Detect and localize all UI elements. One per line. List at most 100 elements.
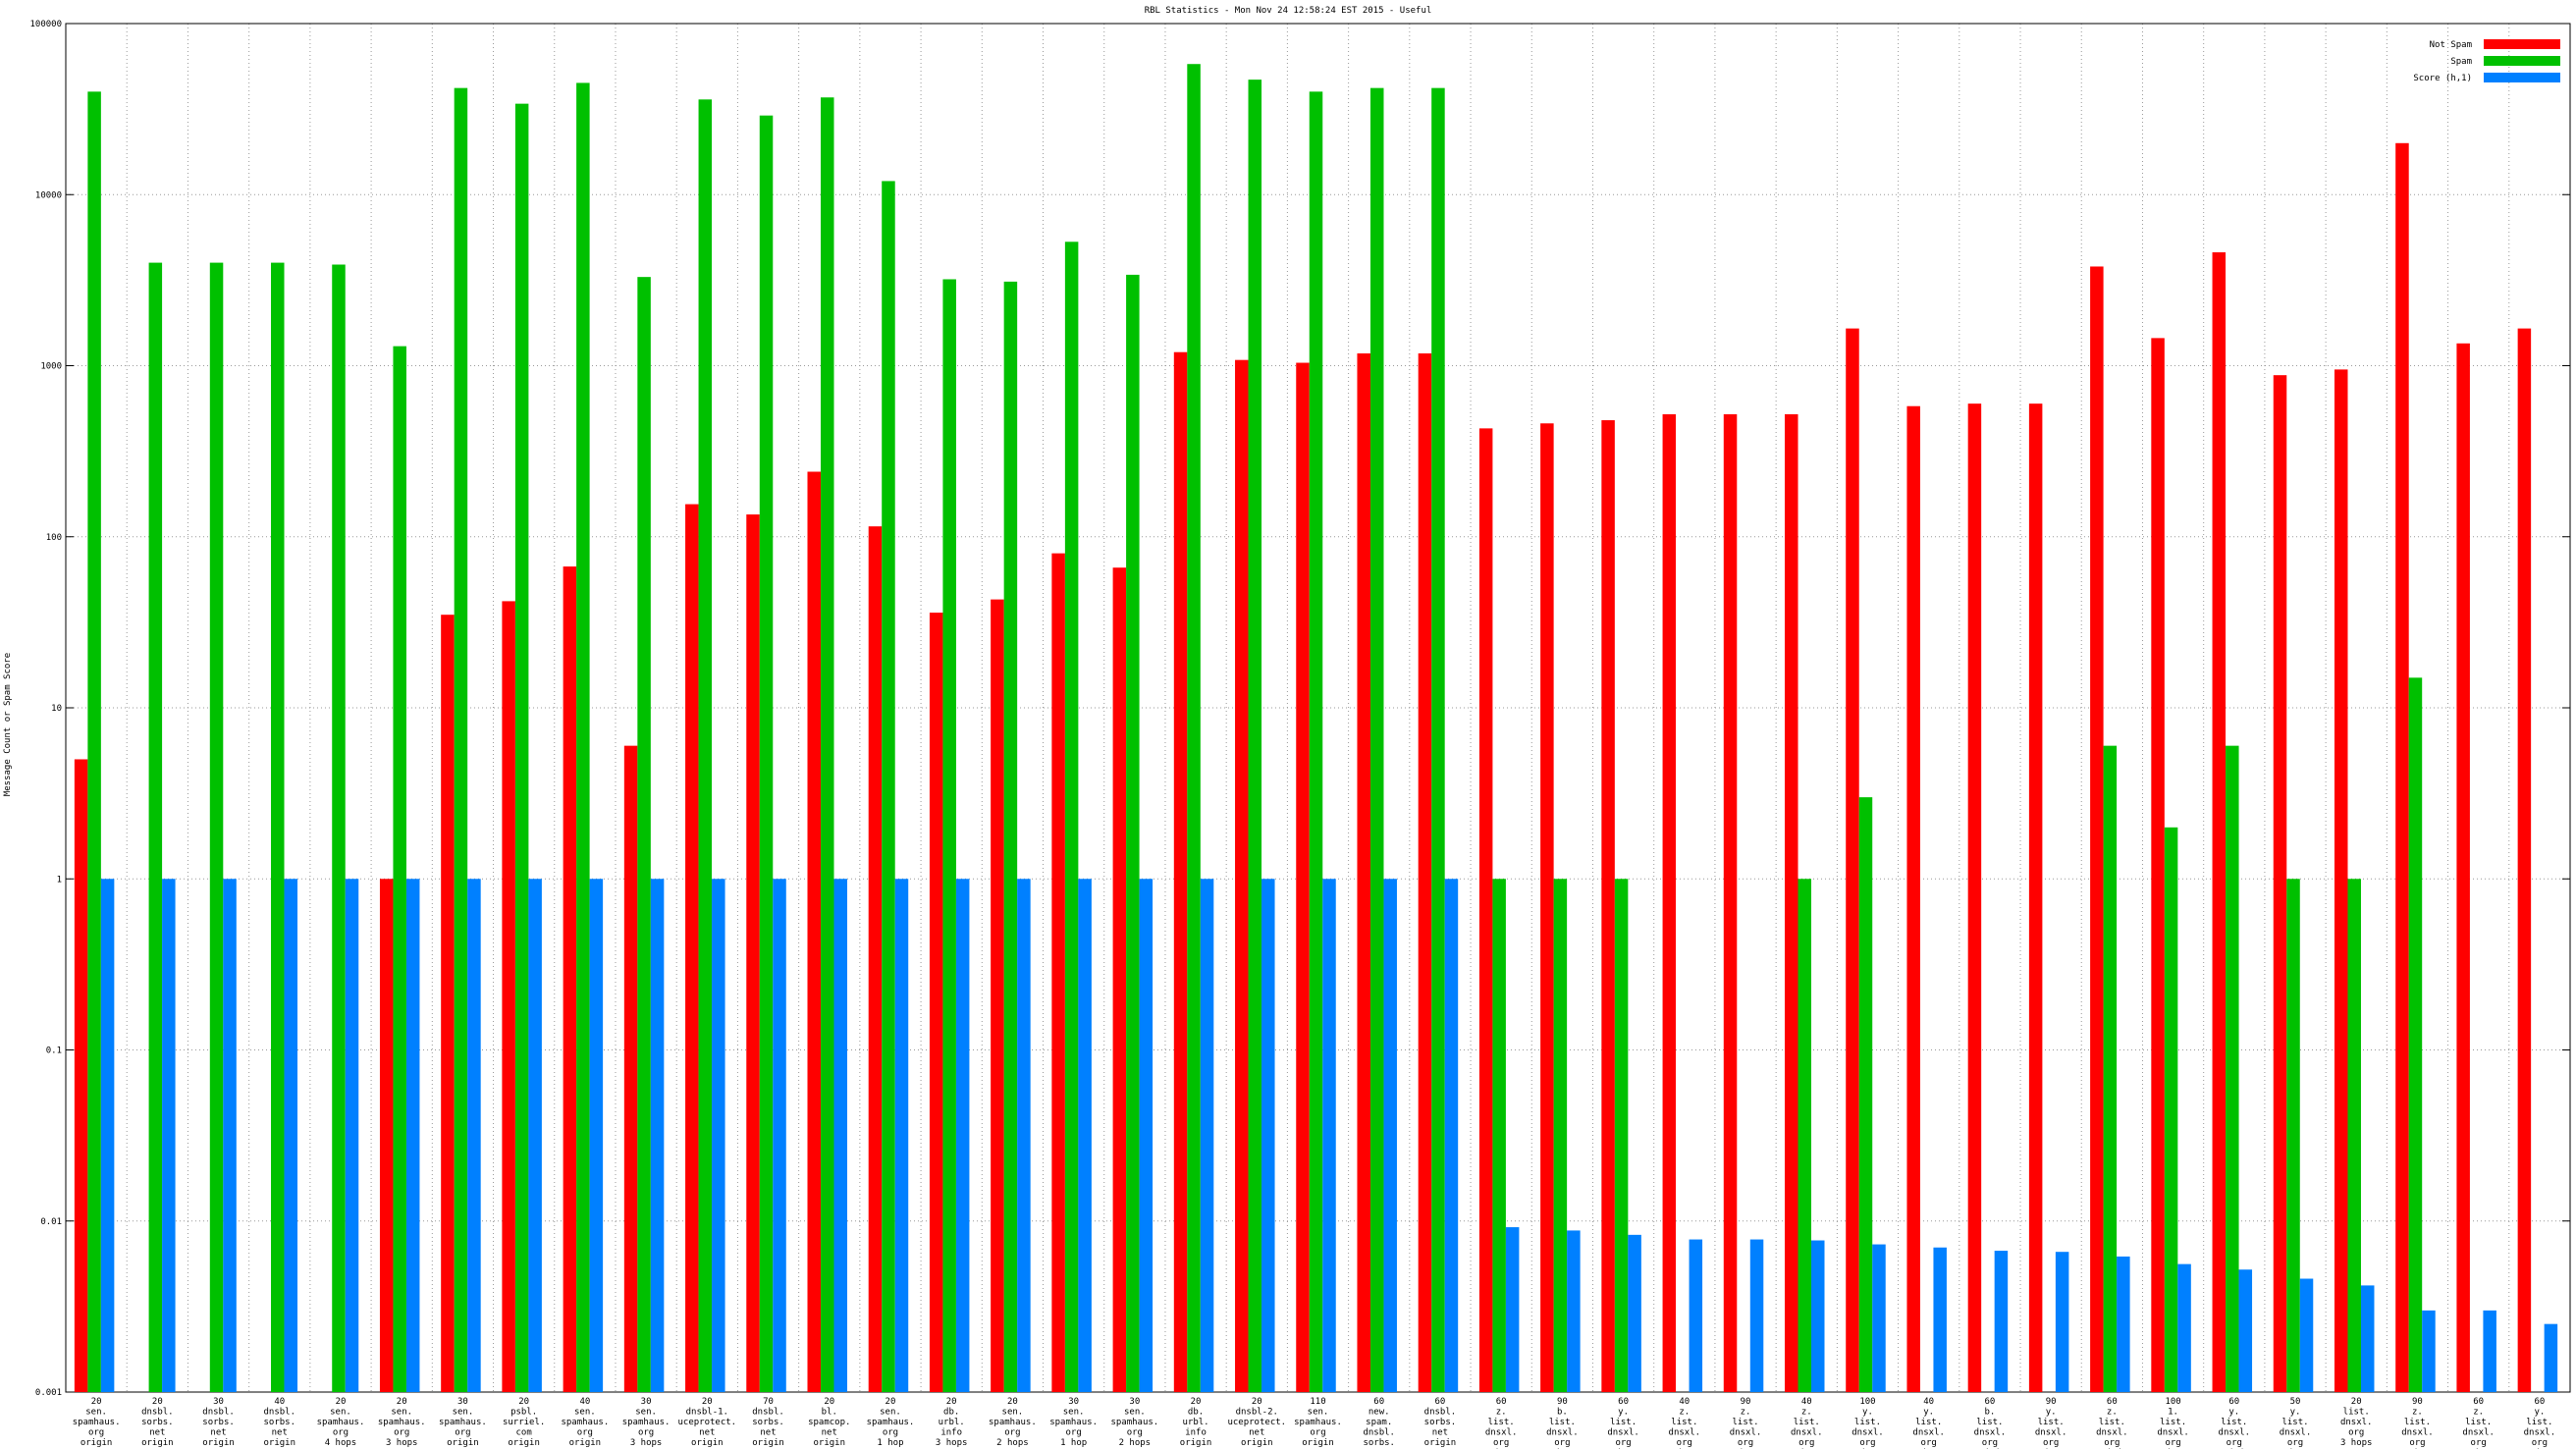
bar [650, 879, 665, 1392]
x-tick-label-line: uceprotect. [1227, 1418, 1286, 1427]
x-tick-label-line: 4 hops [325, 1438, 357, 1448]
x-tick-label-line: dnsxl. [1974, 1428, 2007, 1438]
bar [1444, 879, 1459, 1392]
y-tick-label: 0.1 [46, 1046, 62, 1056]
x-tick-label-line: 70 [763, 1397, 774, 1407]
bar [1689, 1239, 1703, 1392]
x-tick-label-line: list. [2465, 1418, 2492, 1427]
bar [87, 91, 101, 1392]
x-tick-label-line: origin [202, 1438, 235, 1448]
bar [1235, 359, 1249, 1392]
bar [2273, 375, 2287, 1393]
x-tick-label-line: 30 [1129, 1397, 1140, 1407]
x-tick-label-line: dnsxl. [2096, 1428, 2128, 1438]
x-tick-label-line: org [577, 1428, 593, 1438]
x-tick-label-line: org [1859, 1438, 1875, 1448]
bar [2456, 343, 2470, 1393]
x-tick-label-line: 20 [2351, 1397, 2362, 1407]
x-tick-label-line: com [516, 1428, 532, 1438]
x-tick-label-line: 30 [641, 1397, 652, 1407]
x-tick-label-line: origin [569, 1438, 602, 1448]
x-tick-label: 20 sen. spamhaus. org origin [73, 1397, 121, 1448]
bar [1785, 413, 1798, 1392]
y-tick-label: 100 [46, 533, 62, 543]
bar [1601, 420, 1615, 1392]
x-tick-label: 40 sen. spamhaus. org origin [561, 1397, 609, 1448]
x-tick-label-line: list. [1610, 1418, 1637, 1427]
x-tick-label-line: net [272, 1428, 288, 1438]
bar [2544, 1323, 2558, 1392]
x-tick-label-line: spamhaus. [1294, 1418, 1342, 1427]
bar [2408, 677, 2423, 1392]
x-tick-label-line: 20 [397, 1397, 407, 1407]
y-tick-label: 10 [51, 704, 62, 714]
bar [393, 346, 406, 1392]
x-tick-label-line: sorbs. [141, 1418, 174, 1427]
bar [1933, 1247, 1947, 1392]
x-tick-label-line: sen. [453, 1408, 474, 1418]
x-tick-label: 20 list. dnsxl. org 3 hops [2340, 1397, 2373, 1448]
bar [2117, 1256, 2130, 1392]
x-tick-label-line: dnsxl. [2340, 1418, 2373, 1427]
x-tick-label-line: dnsbl. [264, 1408, 296, 1418]
y-tick-label: 10000 [35, 190, 62, 200]
bar [379, 879, 394, 1392]
x-tick-label-line: y. [1618, 1408, 1629, 1418]
x-tick-label-line: 20 [946, 1397, 957, 1407]
x-tick-label-line: spamhaus. [989, 1418, 1037, 1427]
x-tick-label-line: 50 [2290, 1397, 2301, 1407]
bar [1723, 413, 1738, 1392]
bar [1478, 428, 1493, 1392]
x-tick-label-line: 40 [579, 1397, 590, 1407]
x-tick-label-line: spamhaus. [561, 1418, 609, 1427]
x-tick-label: 30 sen. spamhaus. org 2 hops [1110, 1397, 1158, 1448]
x-tick-label-line: origin [752, 1438, 784, 1448]
x-tick-label-line: z. [1679, 1408, 1690, 1418]
x-tick-label-line: dnsxl. [1852, 1428, 1884, 1438]
x-tick-label-line: org [1310, 1428, 1325, 1438]
bar [589, 879, 604, 1392]
x-tick-label-line: list. [1549, 1418, 1576, 1427]
x-tick-label-line: 90 [1741, 1397, 1751, 1407]
legend-label: Spam [2450, 57, 2472, 67]
x-tick-label: 30 sen. spamhaus. org 1 hop [1049, 1397, 1098, 1448]
bar [1628, 1234, 1641, 1392]
x-tick-label: 70 dnsbl. sorbs. net origin [752, 1397, 784, 1448]
bar [1662, 413, 1677, 1392]
x-tick-label-line: psbl. [510, 1408, 537, 1418]
x-tick-label-line: z. [2412, 1408, 2423, 1418]
x-tick-label-line: org [638, 1428, 654, 1438]
x-tick-label-line: spamhaus. [378, 1418, 426, 1427]
bar [284, 879, 298, 1392]
x-tick-label-line: sorbs. [1363, 1438, 1395, 1448]
x-tick-label: 20 dnsbl-2. uceprotect. net origin [1227, 1397, 1286, 1448]
x-tick-label: 30 dnsbl. sorbs. net origin [202, 1397, 235, 1448]
bar [1003, 281, 1018, 1392]
x-tick-label-line: dnsbl-2. [1236, 1408, 1278, 1418]
bar [1846, 328, 1859, 1393]
bar [1749, 1239, 1764, 1392]
bar [637, 277, 651, 1393]
x-tick-label-line: b. [1984, 1408, 1995, 1418]
bar [1357, 352, 1370, 1392]
bar [1967, 403, 1982, 1393]
bar [2299, 1278, 2314, 1392]
bar [1064, 242, 1079, 1393]
x-tick-label-line: 30 [1068, 1397, 1079, 1407]
y-tick-label: 100000 [29, 20, 62, 29]
x-tick-label-line: org [2287, 1438, 2303, 1448]
x-tick-label-line: spamhaus. [1049, 1418, 1098, 1427]
x-tick-label-line: urbl. [939, 1418, 965, 1427]
bar [454, 87, 468, 1393]
x-tick-label-line: sen. [574, 1408, 596, 1418]
x-tick-label-line: 2 hops [996, 1438, 1029, 1448]
x-tick-label-line: dnsxl. [2035, 1428, 2067, 1438]
x-tick-label-line: sen. [1002, 1408, 1024, 1418]
x-tick-label-line: db. [1188, 1408, 1204, 1418]
